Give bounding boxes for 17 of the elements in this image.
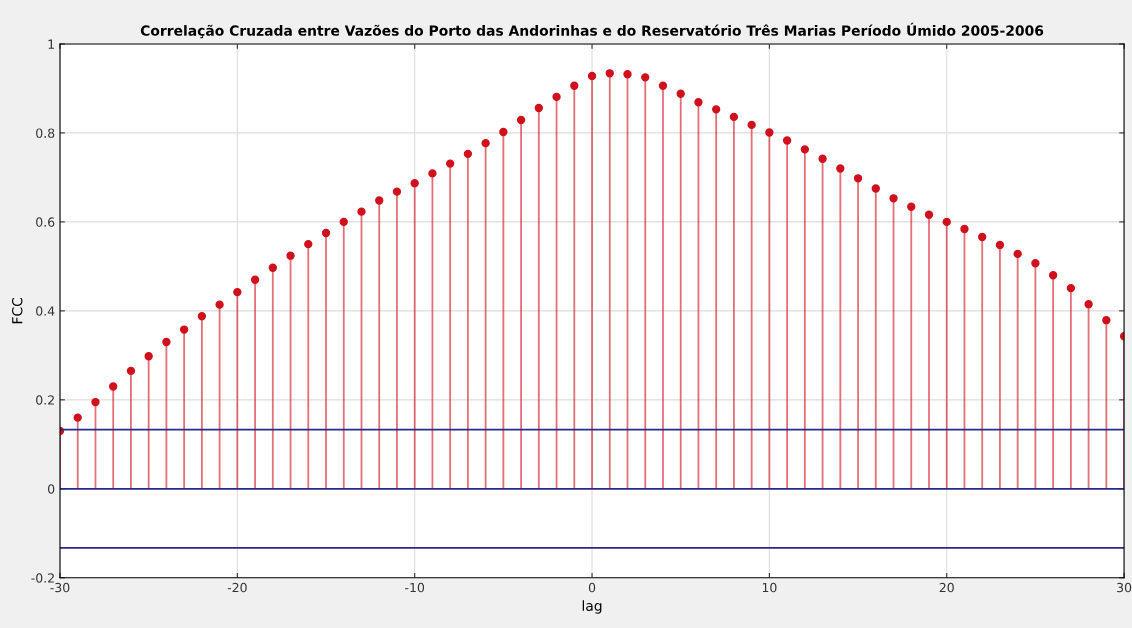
y-tick-label: -0.2 xyxy=(31,573,54,583)
x-tick-label: 20 xyxy=(939,582,954,593)
y-tick-label: 0.6 xyxy=(36,217,55,227)
x-tick-label: 10 xyxy=(762,582,777,593)
x-tick-label: -30 xyxy=(50,582,70,593)
x-tick-label: 0 xyxy=(588,582,596,593)
x-tick-label: -10 xyxy=(405,582,425,593)
y-tick-label: 0.2 xyxy=(36,395,54,405)
y-tick-label: 0 xyxy=(48,484,55,494)
x-tick-label: -20 xyxy=(227,582,247,593)
y-tick-label: 1 xyxy=(48,39,54,49)
y-tick-label: 0.8 xyxy=(36,128,55,138)
y-axis-title: FCC xyxy=(11,297,23,324)
chart-title: Correlação Cruzada entre Vazões do Porto das Andorinhas e do Reservatório Três Marias Período Úmido 2005-2006 xyxy=(140,22,1044,39)
x-axis-title: lag xyxy=(582,600,602,614)
x-tick-label: 30 xyxy=(1117,582,1132,593)
y-tick-label: 0.4 xyxy=(36,306,55,316)
